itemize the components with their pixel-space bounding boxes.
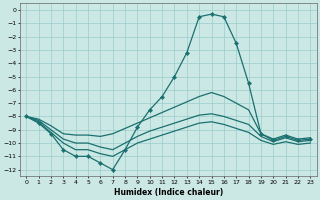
X-axis label: Humidex (Indice chaleur): Humidex (Indice chaleur) — [114, 188, 223, 197]
